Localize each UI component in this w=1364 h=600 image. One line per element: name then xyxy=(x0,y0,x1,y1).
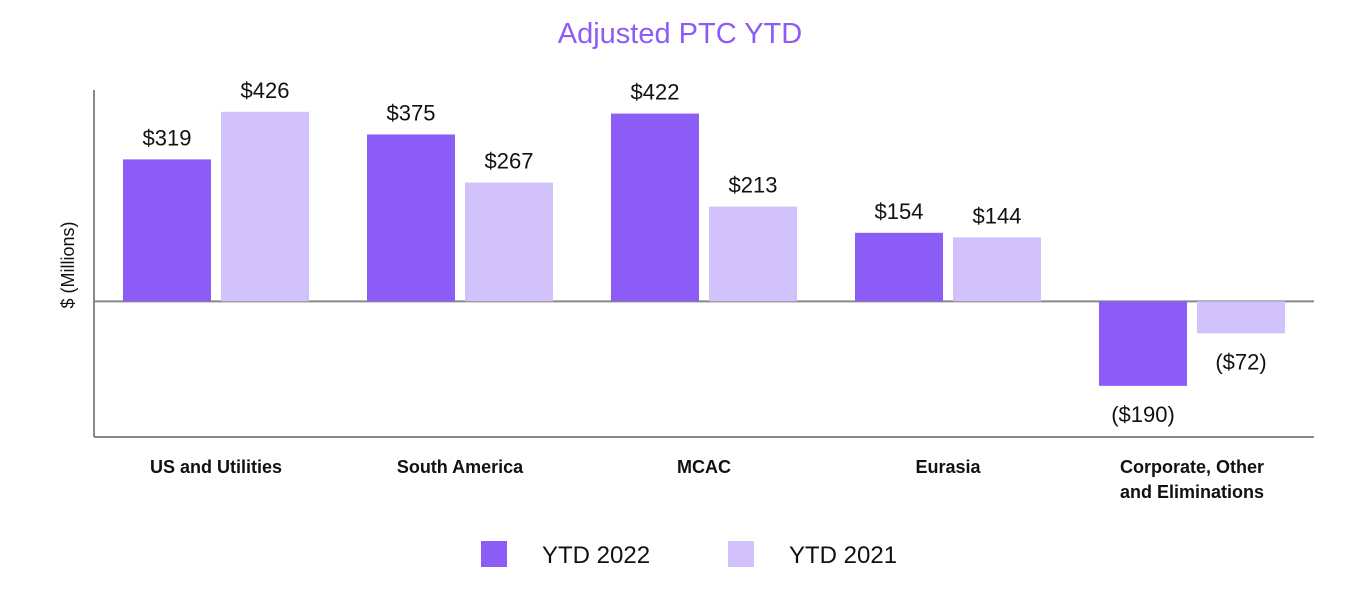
category-label: MCAC xyxy=(677,457,731,477)
data-label: $319 xyxy=(143,125,192,150)
category-label: US and Utilities xyxy=(150,457,282,477)
data-label: $422 xyxy=(631,80,680,105)
category-label: Corporate, Other xyxy=(1120,457,1264,477)
data-label: ($72) xyxy=(1215,349,1266,374)
bar-2022-4 xyxy=(855,232,943,302)
data-label: $375 xyxy=(387,100,436,125)
category-label: South America xyxy=(397,457,524,477)
legend-label: YTD 2021 xyxy=(789,542,897,569)
y-axis-label: $ (Millions) xyxy=(58,221,78,308)
data-label: $144 xyxy=(973,203,1022,228)
data-label: $267 xyxy=(485,149,534,174)
bar-2021-1 xyxy=(221,111,309,302)
data-label: $154 xyxy=(875,199,924,224)
category-label: and Eliminations xyxy=(1120,482,1264,502)
legend: YTD 2022 YTD 2021 xyxy=(481,541,897,569)
data-label: $213 xyxy=(729,173,778,198)
bar-2021-5 xyxy=(1197,301,1285,334)
bar-2022-5 xyxy=(1099,301,1187,386)
legend-label: YTD 2022 xyxy=(542,542,650,569)
bar-2021-2 xyxy=(465,182,553,302)
bar-2022-3 xyxy=(611,113,699,302)
bar-2021-4 xyxy=(953,237,1041,302)
chart-title: Adjusted PTC YTD xyxy=(558,18,802,50)
data-label: $426 xyxy=(241,78,290,103)
legend-swatch-2021 xyxy=(728,541,754,567)
bar-2022-2 xyxy=(367,134,455,302)
legend-swatch-2022 xyxy=(481,541,507,567)
plot-area: $319 $426 US and Utilities $375 $267 South Am… xyxy=(93,78,1314,502)
data-label: ($190) xyxy=(1111,402,1175,427)
bar-2022-1 xyxy=(123,159,211,302)
bar-2021-3 xyxy=(709,206,797,302)
category-label: Eurasia xyxy=(915,457,981,477)
